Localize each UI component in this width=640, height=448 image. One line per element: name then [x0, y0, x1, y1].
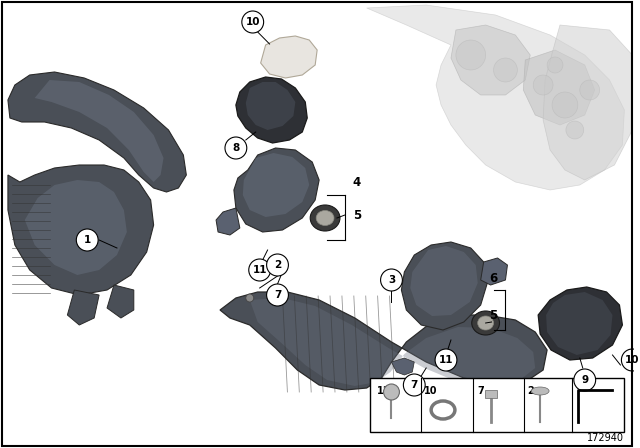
- Text: 4: 4: [353, 176, 361, 189]
- Circle shape: [267, 254, 289, 276]
- Polygon shape: [8, 165, 154, 295]
- Polygon shape: [524, 50, 595, 125]
- Circle shape: [574, 369, 596, 391]
- Polygon shape: [67, 290, 99, 325]
- Polygon shape: [234, 148, 319, 232]
- Polygon shape: [392, 358, 414, 375]
- Polygon shape: [410, 246, 477, 316]
- Ellipse shape: [472, 311, 499, 335]
- Ellipse shape: [531, 387, 549, 395]
- Circle shape: [242, 11, 264, 33]
- Circle shape: [493, 58, 517, 82]
- Text: 10: 10: [246, 17, 260, 27]
- Polygon shape: [243, 153, 309, 217]
- Polygon shape: [538, 287, 623, 360]
- Text: 172940: 172940: [588, 433, 625, 443]
- Circle shape: [621, 349, 640, 371]
- Polygon shape: [543, 25, 632, 180]
- Text: 1: 1: [84, 235, 91, 245]
- Circle shape: [547, 57, 563, 73]
- Text: 10: 10: [625, 355, 639, 365]
- Text: 5: 5: [353, 208, 361, 221]
- Text: 6: 6: [490, 271, 498, 284]
- Polygon shape: [8, 72, 186, 192]
- Circle shape: [246, 294, 253, 302]
- Circle shape: [435, 349, 457, 371]
- Text: 11: 11: [377, 386, 390, 396]
- Circle shape: [267, 284, 289, 306]
- Text: 11: 11: [439, 355, 453, 365]
- Circle shape: [456, 40, 486, 70]
- Polygon shape: [25, 180, 127, 275]
- Polygon shape: [216, 208, 240, 235]
- Ellipse shape: [316, 211, 334, 225]
- Text: 5: 5: [490, 309, 498, 322]
- Polygon shape: [35, 80, 164, 182]
- Text: 7: 7: [411, 380, 418, 390]
- Text: 7: 7: [274, 290, 281, 300]
- Circle shape: [249, 259, 271, 281]
- Polygon shape: [250, 298, 535, 387]
- Text: 11: 11: [252, 265, 267, 275]
- Circle shape: [566, 121, 584, 139]
- Text: 7: 7: [477, 386, 484, 396]
- Text: 8: 8: [232, 143, 239, 153]
- Circle shape: [383, 384, 399, 400]
- Text: 10: 10: [424, 386, 438, 396]
- Polygon shape: [451, 25, 530, 95]
- Polygon shape: [260, 36, 317, 78]
- Polygon shape: [246, 82, 295, 130]
- Ellipse shape: [310, 205, 340, 231]
- Circle shape: [403, 374, 425, 396]
- Polygon shape: [481, 258, 508, 285]
- Circle shape: [381, 269, 403, 291]
- Polygon shape: [236, 77, 307, 143]
- Circle shape: [76, 229, 98, 251]
- Polygon shape: [546, 292, 612, 355]
- Text: 2: 2: [274, 260, 281, 270]
- Text: 9: 9: [581, 375, 588, 385]
- Circle shape: [552, 92, 578, 118]
- Polygon shape: [220, 292, 547, 390]
- Polygon shape: [107, 285, 134, 318]
- Bar: [370, 378, 625, 432]
- Bar: [484, 390, 497, 398]
- Text: 3: 3: [388, 275, 395, 285]
- Circle shape: [533, 75, 553, 95]
- Text: 2: 2: [527, 386, 534, 396]
- Polygon shape: [367, 5, 625, 190]
- Circle shape: [225, 137, 247, 159]
- Circle shape: [580, 80, 600, 100]
- Polygon shape: [401, 242, 488, 330]
- Ellipse shape: [477, 316, 493, 330]
